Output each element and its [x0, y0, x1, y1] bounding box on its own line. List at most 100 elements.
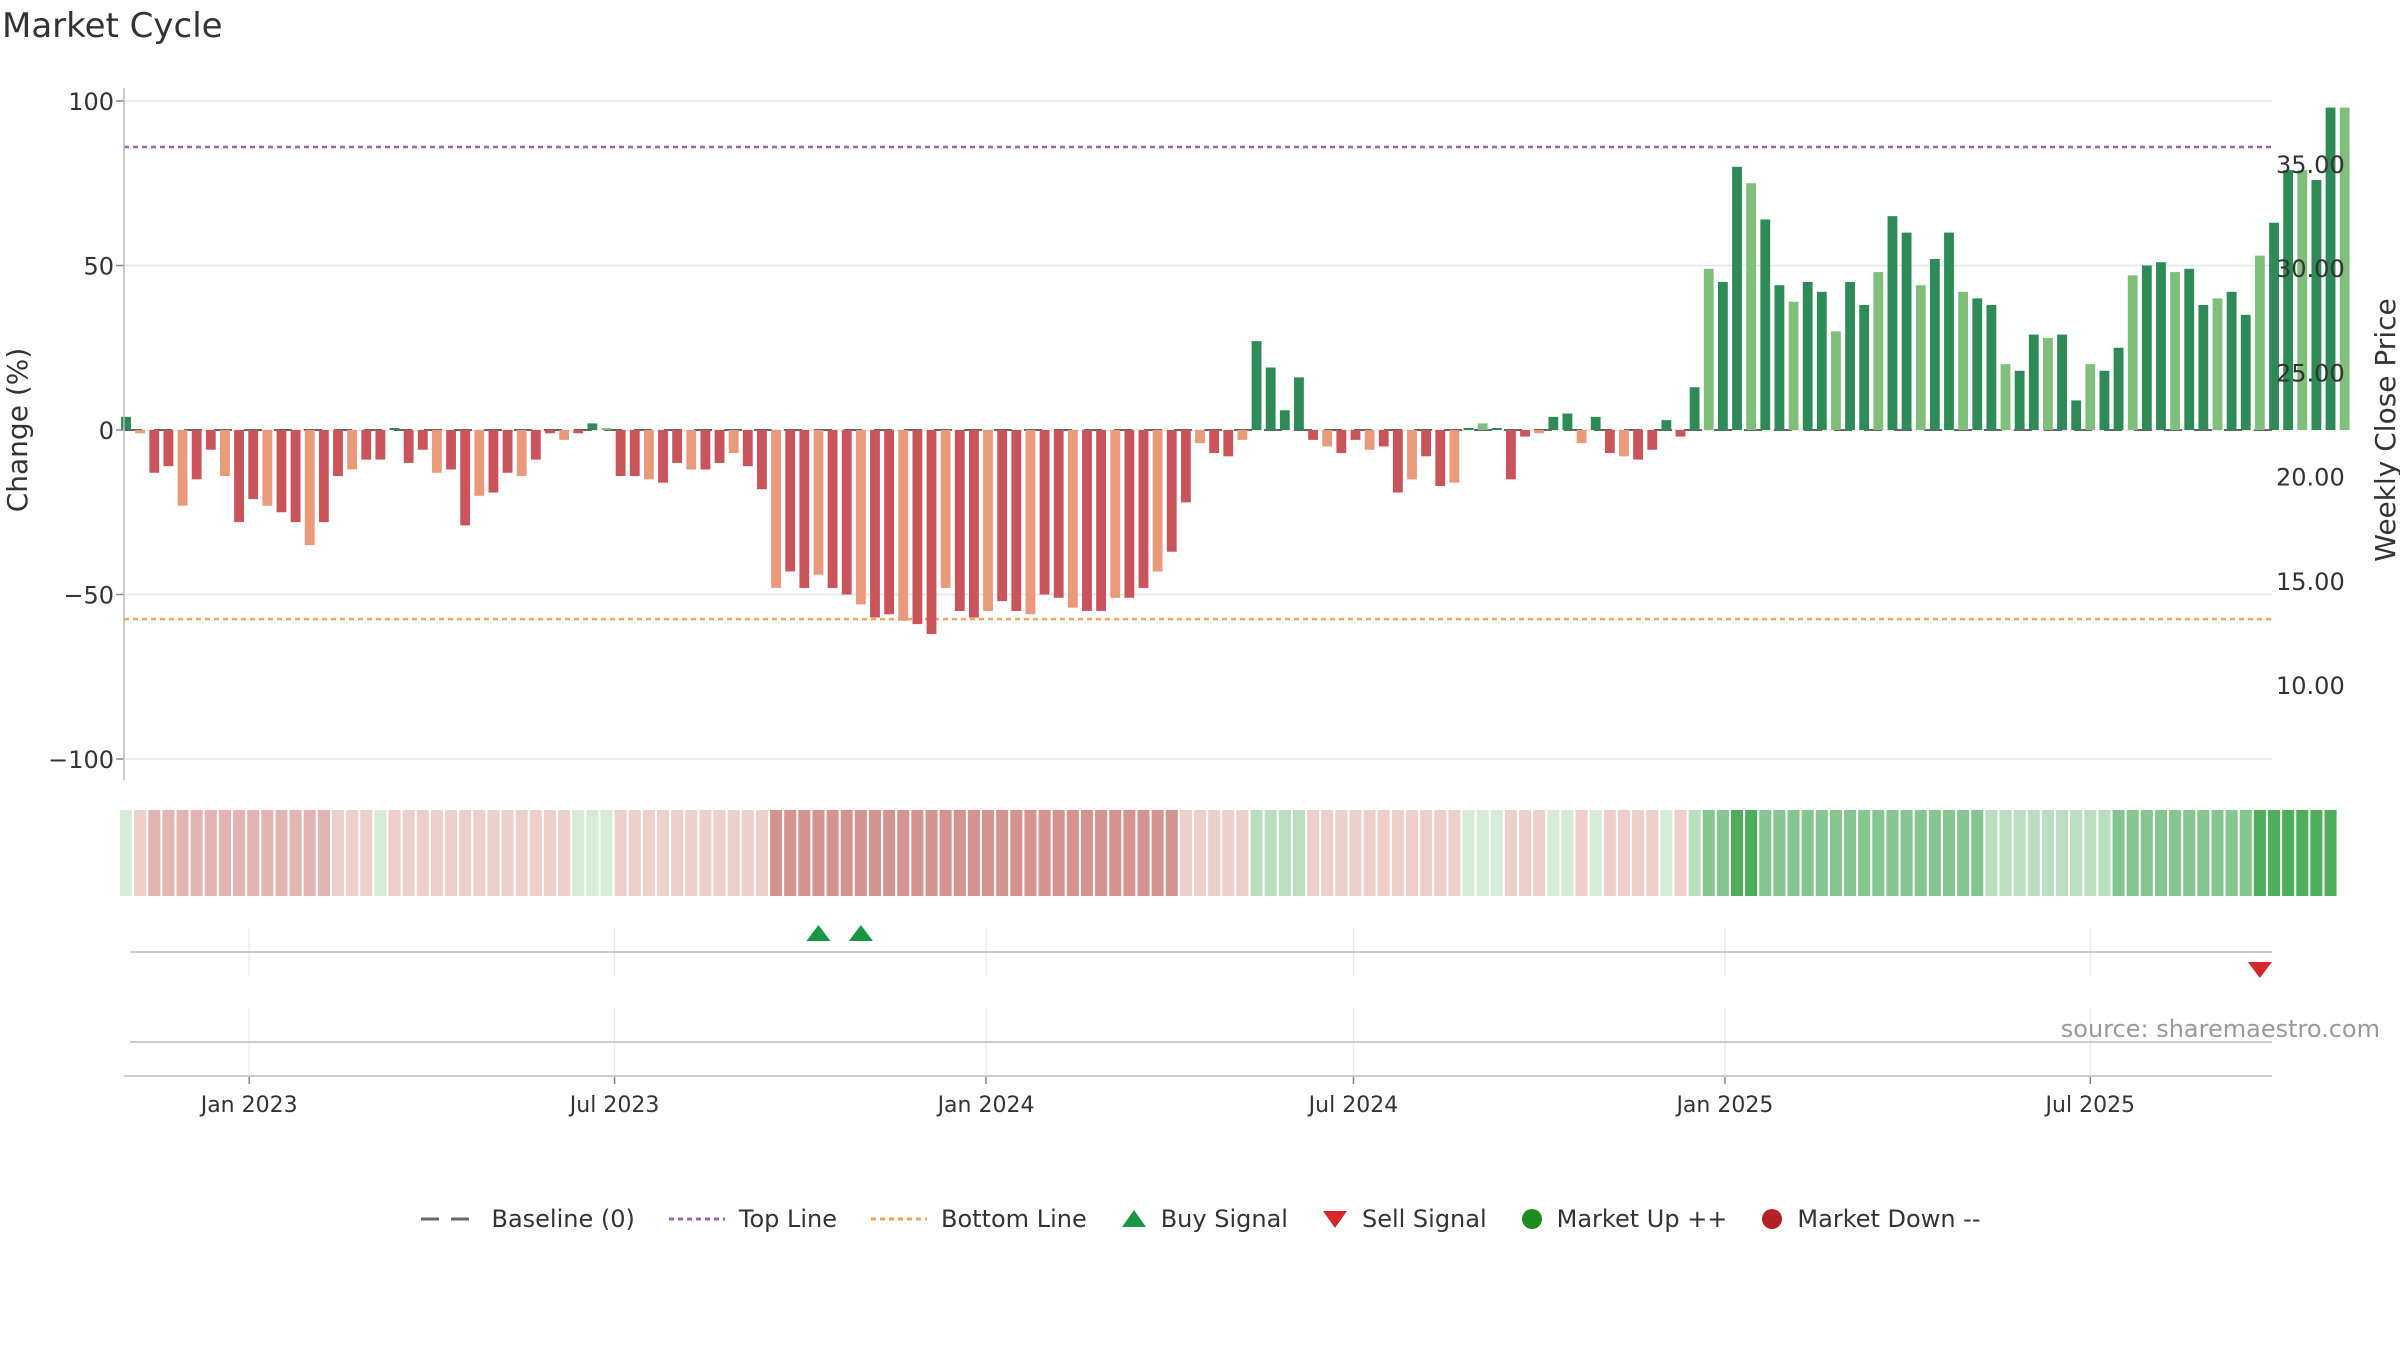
- band-cell: [854, 810, 867, 896]
- y2-tick-label: 35.00: [2276, 151, 2345, 179]
- band-cell: [1052, 810, 1065, 896]
- change-bar: [573, 430, 584, 434]
- change-bar: [2043, 337, 2053, 430]
- change-bar: [1279, 410, 1290, 430]
- change-bar: [898, 430, 909, 621]
- change-bar: [1788, 301, 1799, 430]
- change-bar: [629, 430, 640, 477]
- change-bar: [954, 430, 965, 611]
- band-cell: [1702, 810, 1715, 896]
- band-cell: [2225, 810, 2238, 896]
- change-bar: [488, 430, 499, 493]
- band-cell: [1957, 810, 1970, 896]
- band-cell: [1533, 810, 1546, 896]
- x-tick-label: Jul 2023: [568, 1093, 660, 1118]
- band-cell: [741, 810, 754, 896]
- band-cell: [699, 810, 712, 896]
- band-cell: [586, 810, 599, 896]
- change-bar: [290, 430, 301, 523]
- band-cell: [1349, 810, 1362, 896]
- band-cell: [784, 810, 797, 896]
- change-bar: [304, 430, 315, 546]
- change-bar: [1845, 281, 1855, 430]
- band-cell: [1024, 810, 1037, 896]
- change-bar: [799, 430, 810, 588]
- change-bar: [333, 430, 343, 477]
- band-cell: [2239, 810, 2252, 896]
- change-bar: [1039, 430, 1050, 595]
- band-cell: [1109, 810, 1122, 896]
- band-cell: [2140, 810, 2153, 896]
- change-bar: [813, 430, 824, 575]
- band-cell: [2126, 810, 2139, 896]
- band-cell: [1844, 810, 1857, 896]
- sell-signal-marker: [2247, 962, 2272, 978]
- band-cell: [2154, 810, 2167, 896]
- change-bar: [1689, 387, 1700, 430]
- change-bar: [1802, 281, 1813, 430]
- change-bar: [2014, 370, 2025, 430]
- legend-bottom-line-label: Bottom Line: [941, 1205, 1087, 1233]
- change-bar: [686, 430, 697, 470]
- change-bar: [516, 430, 527, 477]
- change-bar: [1746, 183, 1757, 430]
- legend-market-up[interactable]: Market Up ++: [1519, 1205, 1727, 1233]
- change-bar: [855, 430, 866, 605]
- legend-sell-signal[interactable]: Sell Signal: [1320, 1205, 1487, 1233]
- buy-triangle-icon: [1121, 1210, 1146, 1227]
- legend-market-down-label: Market Down --: [1797, 1205, 1981, 1233]
- change-bar: [1887, 216, 1898, 430]
- change-bar: [2226, 291, 2237, 430]
- change-bar: [2283, 170, 2294, 430]
- band-cell: [1688, 810, 1701, 896]
- buy-signal-marker: [848, 925, 873, 941]
- y2-tick-label: 20.00: [2276, 464, 2345, 492]
- band-cell: [2013, 810, 2026, 896]
- change-bar: [2127, 275, 2138, 430]
- change-bar: [1816, 291, 1827, 430]
- band-cell: [1660, 810, 1673, 896]
- legend-market-down[interactable]: Market Down --: [1759, 1205, 1981, 1233]
- band-cell: [247, 810, 260, 896]
- band-cell: [233, 810, 246, 896]
- band-cell: [967, 810, 980, 896]
- change-bar: [983, 430, 993, 611]
- change-bar: [1661, 420, 1672, 430]
- band-cell: [1462, 810, 1475, 896]
- change-bar: [2184, 268, 2195, 430]
- band-cell: [261, 810, 274, 896]
- band-cell: [473, 810, 486, 896]
- legend-top-line[interactable]: Top Line: [667, 1205, 837, 1233]
- change-bar: [347, 430, 358, 470]
- change-bar: [2028, 334, 2039, 430]
- change-bar: [234, 430, 244, 523]
- change-bar: [2325, 107, 2336, 430]
- y2-tick-label: 10.00: [2276, 672, 2345, 700]
- change-bar: [1463, 428, 1474, 430]
- change-bar: [1336, 430, 1347, 454]
- change-bar: [1067, 430, 1078, 608]
- band-cell: [148, 810, 161, 896]
- signal-panel: [130, 925, 2272, 978]
- legend-bottom-line[interactable]: Bottom Line: [869, 1205, 1087, 1233]
- band-cell: [1872, 810, 1885, 896]
- band-cell: [1405, 810, 1419, 896]
- band-cell: [2197, 810, 2210, 896]
- band-cell: [2267, 810, 2281, 896]
- band-cell: [685, 810, 698, 896]
- band-cell: [1377, 810, 1390, 896]
- change-bar: [1477, 423, 1488, 430]
- legend-buy-signal[interactable]: Buy Signal: [1119, 1205, 1288, 1233]
- band-cell: [2211, 810, 2224, 896]
- band-cell: [162, 810, 175, 896]
- band-cell: [1321, 810, 1334, 896]
- legend-baseline[interactable]: Baseline (0): [419, 1205, 635, 1233]
- y-tick-label: −100: [48, 746, 114, 774]
- band-cell: [1137, 810, 1150, 896]
- change-bar: [460, 430, 471, 526]
- change-bar: [2000, 364, 2011, 430]
- band-cell: [2084, 810, 2097, 896]
- change-bar: [1025, 430, 1036, 615]
- band-cell: [204, 810, 217, 896]
- y2-tick-label: 15.00: [2276, 568, 2345, 596]
